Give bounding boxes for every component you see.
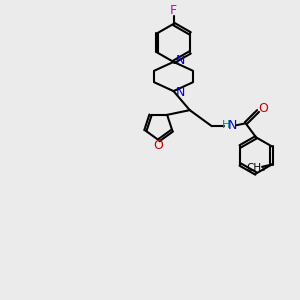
Text: N: N <box>175 54 185 67</box>
Text: F: F <box>170 4 177 17</box>
Text: N: N <box>175 86 185 99</box>
Text: O: O <box>153 139 163 152</box>
Text: N: N <box>228 119 237 132</box>
Text: CH₃: CH₃ <box>246 163 265 173</box>
Text: H: H <box>221 120 230 130</box>
Text: O: O <box>258 102 268 115</box>
